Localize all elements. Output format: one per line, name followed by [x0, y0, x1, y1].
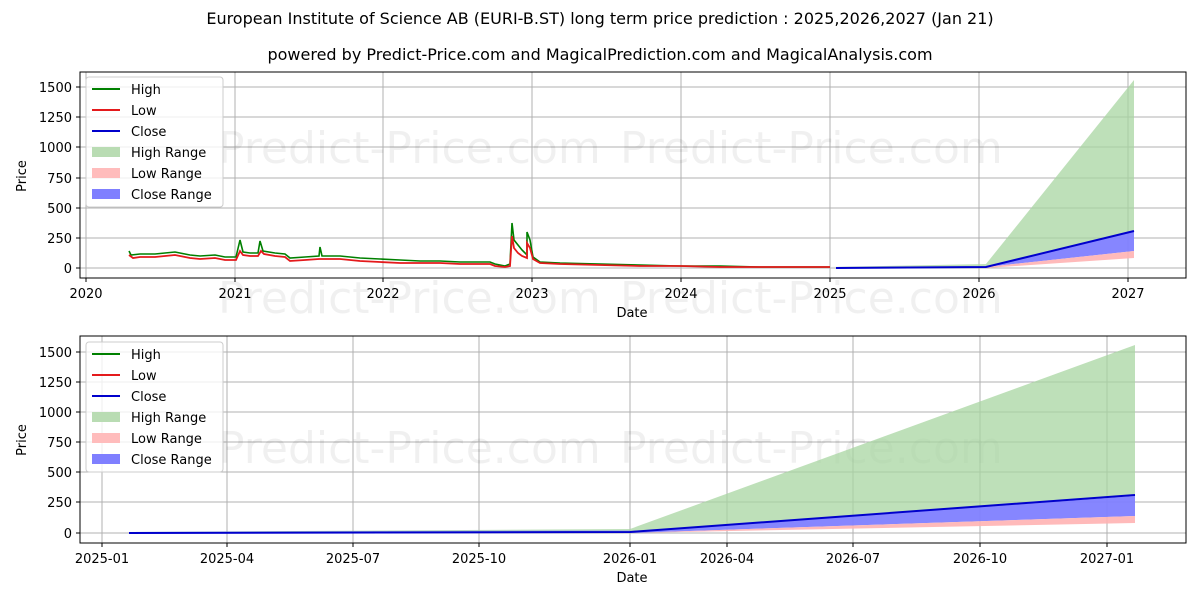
close-line [835, 230, 1135, 269]
x-tick-label: 2026 [962, 287, 995, 302]
y-axis-label: Price [15, 424, 30, 456]
x-tick-label: 2023 [515, 287, 548, 302]
y-tick-label: 500 [47, 466, 72, 481]
y-tick-label: 250 [47, 232, 72, 247]
top-y-axis: 0 250 500 750 1000 1250 1500 Price [15, 81, 80, 277]
high-range-area [129, 345, 1135, 532]
x-tick-label: 2026-10 [953, 552, 1007, 567]
x-tick-label: 2027-01 [1080, 552, 1134, 567]
x-tick-label: 2024 [664, 287, 697, 302]
x-tick-label: 2022 [366, 287, 399, 302]
legend-low-label: Low [131, 369, 157, 384]
legend-close-range-label: Close Range [131, 188, 212, 203]
top-legend: High Low Close High Range Low Range Clos… [85, 76, 224, 208]
bottom-chart: Predict-Price.com Predict-Price.com 0 25… [15, 335, 1187, 586]
top-axes-frame [79, 71, 1187, 279]
low-line [128, 235, 830, 268]
x-tick-label: 2025-04 [200, 552, 254, 567]
legend-close-range-label: Close Range [131, 453, 212, 468]
legend-low-range-swatch [92, 433, 120, 443]
legend-close-range-swatch [92, 189, 120, 199]
legend-high-range-label: High Range [131, 411, 206, 426]
y-tick-label: 750 [47, 436, 72, 451]
legend-high-label: High [131, 348, 161, 363]
x-tick-label: 2026-07 [826, 552, 880, 567]
bottom-x-axis: 2025-01 2025-04 2025-07 2025-10 2026-01 … [75, 543, 1134, 586]
x-tick-label: 2027 [1111, 287, 1144, 302]
y-tick-label: 250 [47, 496, 72, 511]
legend-close-range-swatch [92, 454, 120, 464]
chart-title: European Institute of Science AB (EURI-B… [206, 9, 994, 28]
y-tick-label: 1500 [39, 346, 72, 361]
top-chart: Predict-Price.com Predict-Price.com Pred… [15, 71, 1187, 324]
y-tick-label: 1000 [39, 141, 72, 156]
legend-high-label: High [131, 83, 161, 98]
x-axis-label: Date [616, 571, 647, 586]
x-tick-label: 2026-04 [700, 552, 754, 567]
y-tick-label: 750 [47, 172, 72, 187]
legend-low-label: Low [131, 104, 157, 119]
y-tick-label: 1500 [39, 81, 72, 96]
y-tick-label: 0 [64, 262, 72, 277]
watermark-text: Predict-Price.com [218, 123, 601, 174]
x-tick-label: 2021 [218, 287, 251, 302]
watermark-text: Predict-Price.com [620, 123, 1003, 174]
high-range-area [830, 80, 1134, 267]
legend-high-range-swatch [92, 412, 120, 422]
y-tick-label: 500 [47, 202, 72, 217]
y-tick-label: 1250 [39, 111, 72, 126]
x-tick-label: 2025-01 [75, 552, 129, 567]
y-tick-label: 1000 [39, 406, 72, 421]
legend-close-label: Close [131, 125, 166, 140]
low-range-area [986, 251, 1134, 268]
y-tick-label: 1250 [39, 376, 72, 391]
y-tick-label: 0 [64, 527, 72, 542]
bottom-axes-frame [79, 335, 1187, 544]
bottom-legend: High Low Close High Range Low Range Clos… [85, 341, 224, 473]
top-x-axis: 2020 2021 2022 2023 2024 2025 2026 2027 … [69, 278, 1145, 321]
legend-high-range-swatch [92, 147, 120, 157]
high-line [128, 222, 830, 268]
y-axis-label: Price [15, 160, 30, 192]
legend-low-range-label: Low Range [131, 167, 202, 182]
close-line [128, 494, 1136, 534]
x-tick-label: 2026-01 [603, 552, 657, 567]
x-tick-label: 2025-10 [452, 552, 506, 567]
x-tick-label: 2020 [69, 287, 102, 302]
watermark-text: Predict-Price.com [218, 273, 601, 324]
chart-subtitle: powered by Predict-Price.com and Magical… [267, 45, 933, 64]
bottom-y-axis: 0 250 500 750 1000 1250 1500 Price [15, 346, 80, 542]
low-range-area [630, 516, 1135, 533]
x-tick-label: 2025-07 [326, 552, 380, 567]
x-axis-label: Date [616, 306, 647, 321]
legend-low-range-swatch [92, 168, 120, 178]
legend-close-label: Close [131, 390, 166, 405]
watermark-text: Predict-Price.com [620, 273, 1003, 324]
watermark-text: Predict-Price.com [218, 423, 601, 474]
x-tick-label: 2025 [813, 287, 846, 302]
legend-low-range-label: Low Range [131, 432, 202, 447]
legend-high-range-label: High Range [131, 146, 206, 161]
